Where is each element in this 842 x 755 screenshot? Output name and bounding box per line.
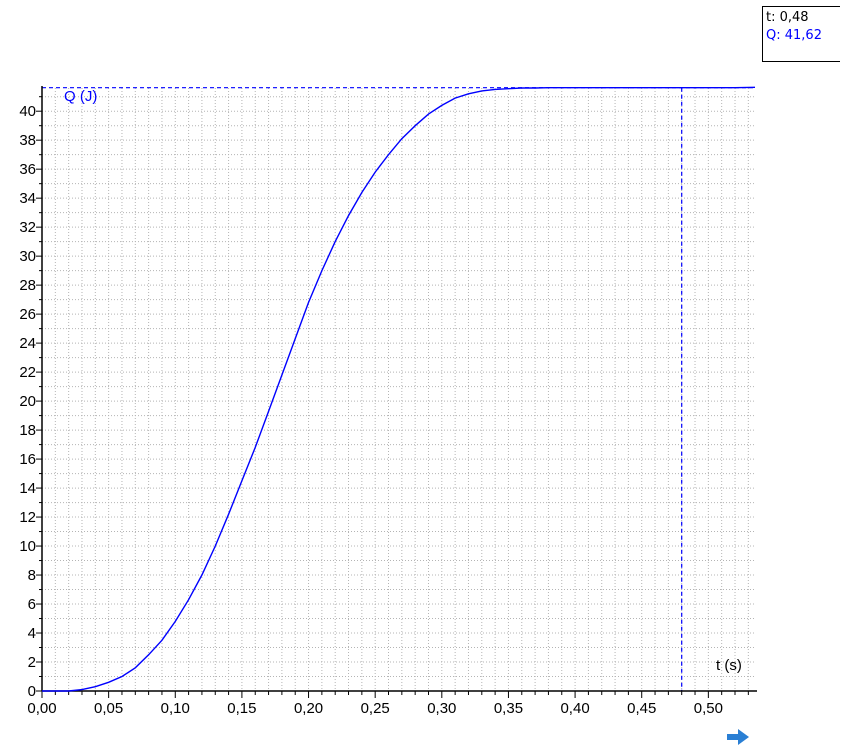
readout-t-value: t: 0,48 — [766, 10, 809, 25]
y-tick-label: 14 — [19, 480, 36, 497]
x-tick-label: 0,15 — [227, 700, 256, 717]
y-tick-label: 8 — [28, 567, 36, 584]
y-tick-label: 16 — [19, 451, 36, 468]
y-tick-label: 26 — [19, 306, 36, 323]
x-tick-label: 0,00 — [27, 700, 56, 717]
y-tick-label: 30 — [19, 248, 36, 265]
x-tick-label: 0,45 — [627, 700, 656, 717]
x-tick-label: 0,40 — [560, 700, 589, 717]
y-tick-label: 24 — [19, 335, 36, 352]
cursor-readout: t: 0,48 Q: 41,62 — [762, 6, 840, 62]
x-tick-label: 0,35 — [494, 700, 523, 717]
x-tick-label: 0,10 — [161, 700, 190, 717]
y-tick-label: 0 — [28, 683, 36, 700]
y-tick-label: 18 — [19, 422, 36, 439]
y-tick-label: 2 — [28, 654, 36, 671]
y-tick-label: 6 — [28, 596, 36, 613]
x-tick-label: 0,50 — [694, 700, 723, 717]
x-tick-label: 0,05 — [94, 700, 123, 717]
q-curve — [42, 86, 756, 692]
y-tick-label: 4 — [28, 625, 36, 642]
y-tick-label: 10 — [19, 538, 36, 555]
axes — [41, 86, 757, 692]
x-tick-label: 0,25 — [361, 700, 390, 717]
y-tick-label: 20 — [19, 393, 36, 410]
y-tick-label: 34 — [19, 190, 36, 207]
y-tick-label: 12 — [19, 509, 36, 526]
ticks: 0,00 0,05 0,10 0,15 0,20 0,25 0,30 0,35 0,40 0,45… — [19, 96, 749, 717]
y-tick-label: 40 — [19, 103, 36, 120]
x-axis-label: t (s) — [716, 657, 742, 674]
y-tick-label: 36 — [19, 161, 36, 178]
grid — [42, 88, 755, 691]
readout-q-value: Q: 41,62 — [766, 28, 822, 43]
y-tick-label: 32 — [19, 219, 36, 236]
cursor-lines — [42, 87, 755, 691]
y-tick-label: 22 — [19, 364, 36, 381]
x-tick-label: 0,30 — [427, 700, 456, 717]
y-tick-label: 38 — [19, 132, 36, 149]
y-tick-label: 28 — [19, 277, 36, 294]
arrow-right-icon[interactable] — [726, 728, 750, 746]
x-tick-label: 0,20 — [294, 700, 323, 717]
y-axis-label: Q (J) — [64, 88, 97, 105]
